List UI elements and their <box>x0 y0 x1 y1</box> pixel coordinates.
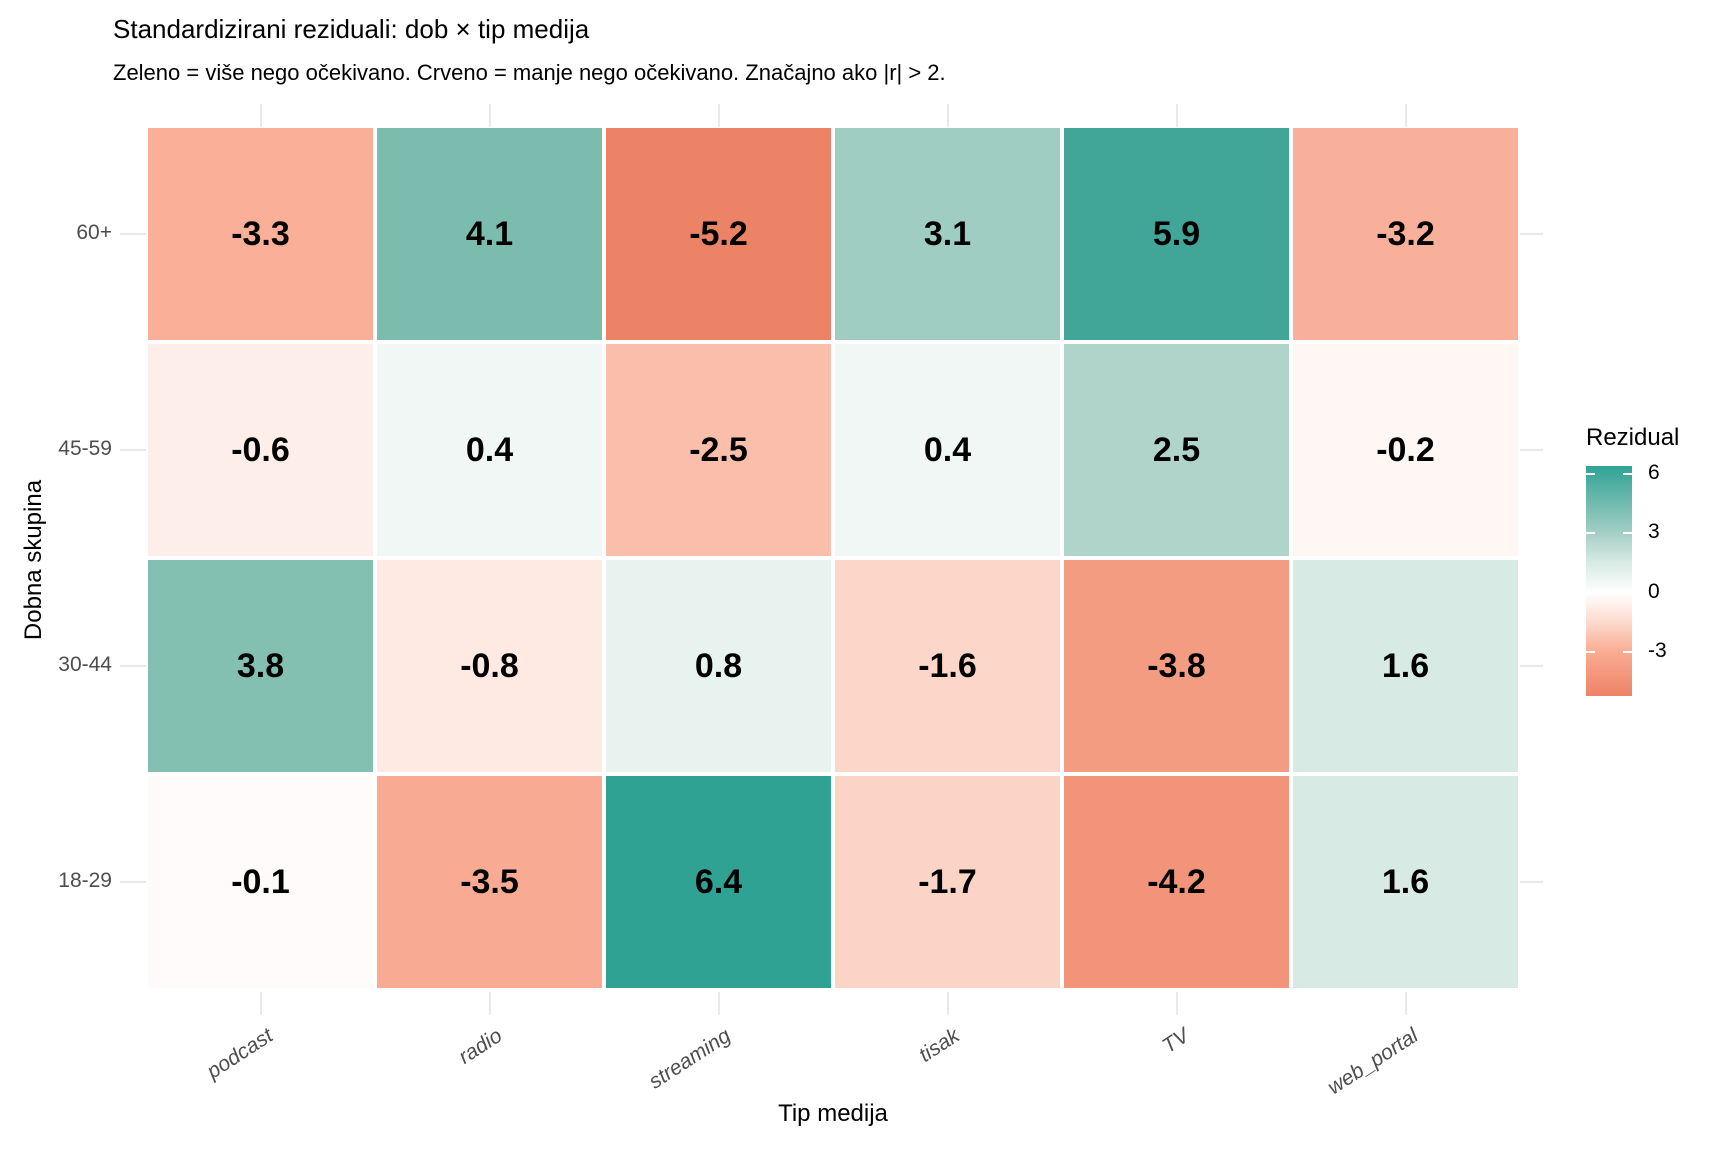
gridline-stub <box>1404 104 1407 127</box>
heatmap-cell: -3.5 <box>377 776 602 988</box>
gridline-stub <box>717 104 720 127</box>
heatmap-cell: 4.1 <box>377 128 602 340</box>
cell-value: 3.1 <box>923 214 972 253</box>
heatmap-cell: 1.6 <box>1293 776 1518 988</box>
cell-value: -3.2 <box>1376 214 1435 253</box>
heatmap-cell: -3.2 <box>1293 128 1518 340</box>
x-tick-label: radio <box>454 1024 507 1069</box>
cell-value: 1.6 <box>1381 862 1430 901</box>
legend-tick-label: 6 <box>1648 460 1660 484</box>
cell-value: -0.6 <box>231 430 290 469</box>
cell-value: -0.2 <box>1376 430 1435 469</box>
cell-value: -3.3 <box>231 214 290 253</box>
cell-value: 1.6 <box>1381 646 1430 685</box>
heatmap-cell: 0.4 <box>835 344 1060 556</box>
gridline-stub <box>1520 449 1543 451</box>
y-tick-label: 30-44 <box>58 653 112 676</box>
gridline-stub <box>946 104 949 127</box>
heatmap-cell: 3.1 <box>835 128 1060 340</box>
heatmap-cell: -0.2 <box>1293 344 1518 556</box>
cell-value: -5.2 <box>689 214 748 253</box>
gridline-stub <box>1520 233 1543 235</box>
heatmap-cell: -0.6 <box>148 344 373 556</box>
heatmap-cell: 0.4 <box>377 344 602 556</box>
gridline-stub <box>1175 104 1178 127</box>
heatmap-cell: -3.3 <box>148 128 373 340</box>
y-tick-label: 60+ <box>76 221 112 244</box>
cell-value: -2.5 <box>689 430 748 469</box>
heatmap-cell: -0.8 <box>377 560 602 772</box>
y-axis-title: Dobna skupina <box>20 479 47 641</box>
x-tick-label: streaming <box>645 1024 736 1094</box>
cell-value: -3.5 <box>460 862 519 901</box>
cell-value: 0.4 <box>923 430 972 469</box>
cell-value: 2.5 <box>1152 430 1201 469</box>
heatmap-cell: 6.4 <box>606 776 831 988</box>
heatmap-cell: 3.8 <box>148 560 373 772</box>
heatmap-cell: -0.1 <box>148 776 373 988</box>
gridline-stub <box>120 665 146 667</box>
legend-tick-label: 3 <box>1648 520 1660 544</box>
x-axis-title: Tip medija <box>778 1100 888 1127</box>
x-tick-label: web_portal <box>1323 1024 1423 1100</box>
y-tick-label: 18-29 <box>58 869 112 892</box>
legend-title: Rezidual <box>1586 424 1680 451</box>
x-tick-label: TV <box>1157 1024 1194 1058</box>
legend-tick-mark <box>1586 472 1595 475</box>
legend-tick-mark <box>1586 651 1595 654</box>
gridline-stub <box>120 233 146 235</box>
chart-title: Standardizirani reziduali: dob × tip med… <box>113 14 590 44</box>
legend-tick-mark <box>1623 532 1632 535</box>
cell-value: 3.8 <box>236 646 285 685</box>
heatmap-cell: -2.5 <box>606 344 831 556</box>
heatmap-cell: 2.5 <box>1064 344 1289 556</box>
cell-value: 4.1 <box>465 214 514 253</box>
legend-tick-label: -3 <box>1648 639 1667 663</box>
gridline-stub <box>1404 992 1407 1015</box>
legend-colorbar <box>1586 466 1632 696</box>
cell-value: 6.4 <box>694 862 743 901</box>
cell-value: -4.2 <box>1147 862 1206 901</box>
heatmap-cell: -4.2 <box>1064 776 1289 988</box>
gridline-stub <box>1520 881 1543 883</box>
cell-value: -0.1 <box>231 862 290 901</box>
heatmap-cell: -1.7 <box>835 776 1060 988</box>
gridline-stub <box>259 992 262 1015</box>
legend-tick-mark <box>1623 472 1632 475</box>
gridline-stub <box>1520 665 1543 667</box>
heatmap-cell: -3.8 <box>1064 560 1289 772</box>
x-tick-label: tisak <box>915 1024 965 1067</box>
cell-value: -1.6 <box>918 646 977 685</box>
gridline-stub <box>946 992 949 1015</box>
heatmap-cell: 1.6 <box>1293 560 1518 772</box>
y-tick-label: 45-59 <box>58 437 112 460</box>
heatmap-cell: 5.9 <box>1064 128 1289 340</box>
cell-value: 0.8 <box>694 646 743 685</box>
gridline-stub <box>120 881 146 883</box>
gridline-stub <box>259 104 262 127</box>
gridline-stub <box>717 992 720 1015</box>
gridline-stub <box>488 992 491 1015</box>
legend-tick-mark <box>1623 591 1632 594</box>
heatmap-cell: 0.8 <box>606 560 831 772</box>
cell-value: -3.8 <box>1147 646 1206 685</box>
cell-value: 5.9 <box>1152 214 1201 253</box>
x-tick-label: podcast <box>202 1024 278 1084</box>
legend-tick-label: 0 <box>1648 579 1660 603</box>
gridline-stub <box>1175 992 1178 1015</box>
heatmap-cell: -5.2 <box>606 128 831 340</box>
legend-tick-mark <box>1623 651 1632 654</box>
legend-tick-mark <box>1586 532 1595 535</box>
cell-value: 0.4 <box>465 430 514 469</box>
cell-value: -0.8 <box>460 646 519 685</box>
legend-tick-mark <box>1586 591 1595 594</box>
heatmap-cell: -1.6 <box>835 560 1060 772</box>
cell-value: -1.7 <box>918 862 977 901</box>
gridline-stub <box>120 449 146 451</box>
gridline-stub <box>488 104 491 127</box>
chart-subtitle: Zeleno = više nego očekivano. Crveno = m… <box>113 60 946 85</box>
